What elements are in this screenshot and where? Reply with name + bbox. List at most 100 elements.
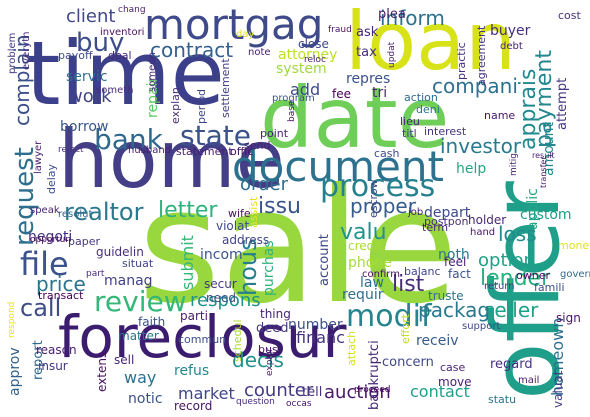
word-day: day (236, 29, 255, 40)
word-option: option (478, 250, 535, 271)
word-truste: truste (428, 289, 464, 303)
word-home: home (58, 113, 285, 206)
word-custom: custom (520, 207, 572, 223)
word-mitig: mitig (509, 152, 519, 176)
word-result: result (532, 151, 555, 160)
word-reloc: reloc (304, 55, 326, 65)
word-respons: respons (190, 290, 261, 311)
word-someon: someon (147, 52, 158, 92)
word-send: send (244, 139, 271, 152)
word-occas: occas (286, 399, 312, 409)
word-loss: loss (498, 222, 537, 246)
word-everyth: everyth (21, 31, 32, 70)
word-return: return (484, 281, 515, 292)
word-cost: cost (558, 9, 581, 22)
word-valu: valu (340, 220, 387, 245)
word-credit: credit (348, 239, 383, 253)
word-decis: decis (232, 348, 284, 372)
word-chang: chang (118, 5, 146, 15)
word-opportun: opportun (30, 235, 72, 245)
word-commun: commun (178, 333, 227, 346)
word-contract: contract (150, 38, 234, 62)
word-job: job (408, 207, 424, 218)
word-base: base (287, 100, 297, 122)
word-document: document (232, 142, 444, 191)
word-file: file (20, 245, 69, 283)
word-plea: plea (378, 7, 406, 22)
word-address: address (222, 233, 270, 247)
word-deni: deni (416, 103, 440, 116)
word-work: work (68, 86, 112, 107)
word-time: time (26, 22, 225, 125)
word-bank: bank (94, 123, 163, 156)
word-settlement: settlement (219, 58, 232, 118)
word-period: period (195, 88, 208, 124)
word-proceed: proceed (354, 385, 391, 395)
word-case: case (440, 361, 466, 374)
word-attempt: attempt (555, 77, 570, 130)
word-someth: someth (96, 85, 134, 96)
word-govern: govern (560, 269, 590, 280)
word-need: need (206, 291, 236, 305)
word-sign: sign (556, 311, 581, 325)
word-foreclosur: foreclosur (58, 303, 347, 371)
word-question: question (236, 397, 275, 407)
word-order: order (240, 174, 288, 195)
word-proper: proper (350, 194, 416, 218)
word-resolut: resolut (58, 209, 93, 220)
word-seller: seller (484, 298, 539, 322)
word-phone: phone (348, 255, 392, 271)
word-program: program (272, 93, 315, 104)
word-realtor: realtor (64, 198, 144, 226)
word-schedul: schedul (231, 319, 244, 362)
word-receiv: receiv (416, 333, 459, 349)
word-modif: modif (346, 299, 432, 334)
word-lawyer: lawyer (33, 140, 44, 174)
word-submit: submit (178, 235, 197, 290)
word-name: name (484, 109, 516, 122)
word-money: money (558, 239, 590, 252)
word-call: call (20, 294, 62, 322)
word-reject: reject (58, 145, 84, 155)
word-cash: cash (374, 147, 400, 160)
word-payoff: payoff (58, 49, 93, 62)
word-transact: transact (38, 289, 84, 302)
word-repres: repres (346, 71, 391, 87)
word-apprais: apprais (516, 68, 541, 150)
word-inform: inform (380, 6, 445, 30)
word-manag: manag (104, 273, 153, 289)
word-noth: noth (438, 247, 470, 263)
word-law: law (360, 275, 384, 291)
word-confirm: confirm (362, 269, 400, 280)
word-postpon: postpon (424, 215, 469, 228)
word-extens: extens (95, 351, 109, 392)
word-term: term (422, 221, 449, 234)
word-contact: contact (410, 382, 470, 401)
word-holder: holder (468, 213, 507, 227)
word-delay: delay (45, 163, 58, 194)
word-practic: practic (455, 42, 468, 80)
word-statu: statu (488, 393, 517, 406)
word-price: price (36, 272, 86, 296)
word-state: state (180, 119, 251, 152)
word-process: process (320, 169, 436, 204)
word-system: system (276, 61, 327, 77)
word-tri: tri (372, 85, 388, 101)
word-explor: explor (265, 347, 275, 376)
word-loan: loan (345, 0, 516, 88)
word-feel: feel (444, 255, 467, 269)
word-matter: matter (118, 329, 159, 343)
word-deal: deal (108, 49, 132, 62)
word-sell: sell (114, 353, 135, 367)
word-negoti: negoti (28, 229, 73, 245)
word-list: list (392, 272, 425, 297)
word-husband: husband (128, 145, 172, 156)
word-regard: regard (490, 357, 533, 372)
word-purchas: purchas (261, 240, 277, 296)
word-wife: wife (228, 207, 251, 220)
word-inventori: inventori (100, 27, 145, 38)
word-letter: letter (158, 198, 218, 223)
word-borrow: borrow (60, 119, 109, 135)
word-problem: problem (7, 32, 18, 74)
word-fee: fee (332, 87, 351, 101)
